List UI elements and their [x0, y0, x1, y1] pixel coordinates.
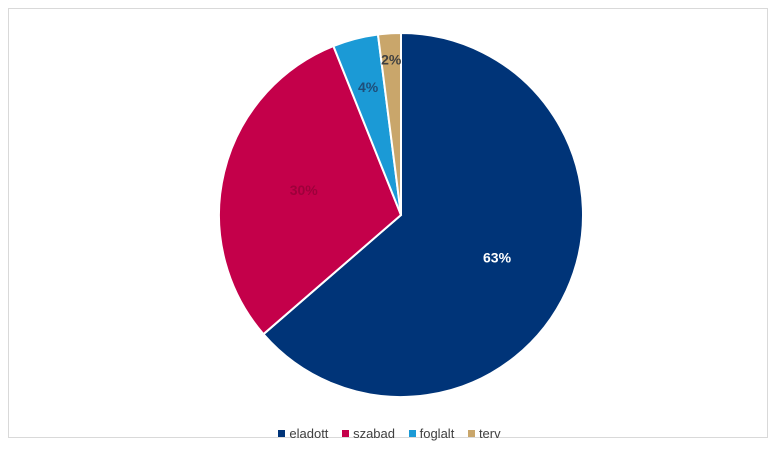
legend-item-terv: terv [467, 425, 501, 442]
legend-item-foglalt: foglalt [408, 425, 455, 442]
legend-swatch [278, 430, 286, 438]
legend-swatch [408, 430, 416, 438]
legend-swatch [467, 430, 475, 438]
legend-label: szabad [353, 426, 395, 442]
data-label-foglalt: 4% [358, 79, 379, 95]
legend-label: foglalt [419, 426, 455, 442]
pie-slice-eladott [262, 31, 584, 398]
legend-label: eladott [289, 426, 329, 442]
legend: eladott szabad foglalt terv [0, 425, 779, 441]
data-label-terv: 2% [381, 51, 402, 67]
legend-item-eladott: eladott [278, 425, 328, 441]
legend-label: terv [478, 426, 501, 442]
legend-item-szabad: szabad [342, 425, 395, 441]
pie-slice-terv [376, 31, 402, 216]
data-label-szabad: 30% [290, 182, 319, 198]
legend-swatch [342, 430, 350, 438]
data-label-eladott: 63% [483, 250, 512, 266]
pie-slice-szabad [218, 44, 403, 336]
